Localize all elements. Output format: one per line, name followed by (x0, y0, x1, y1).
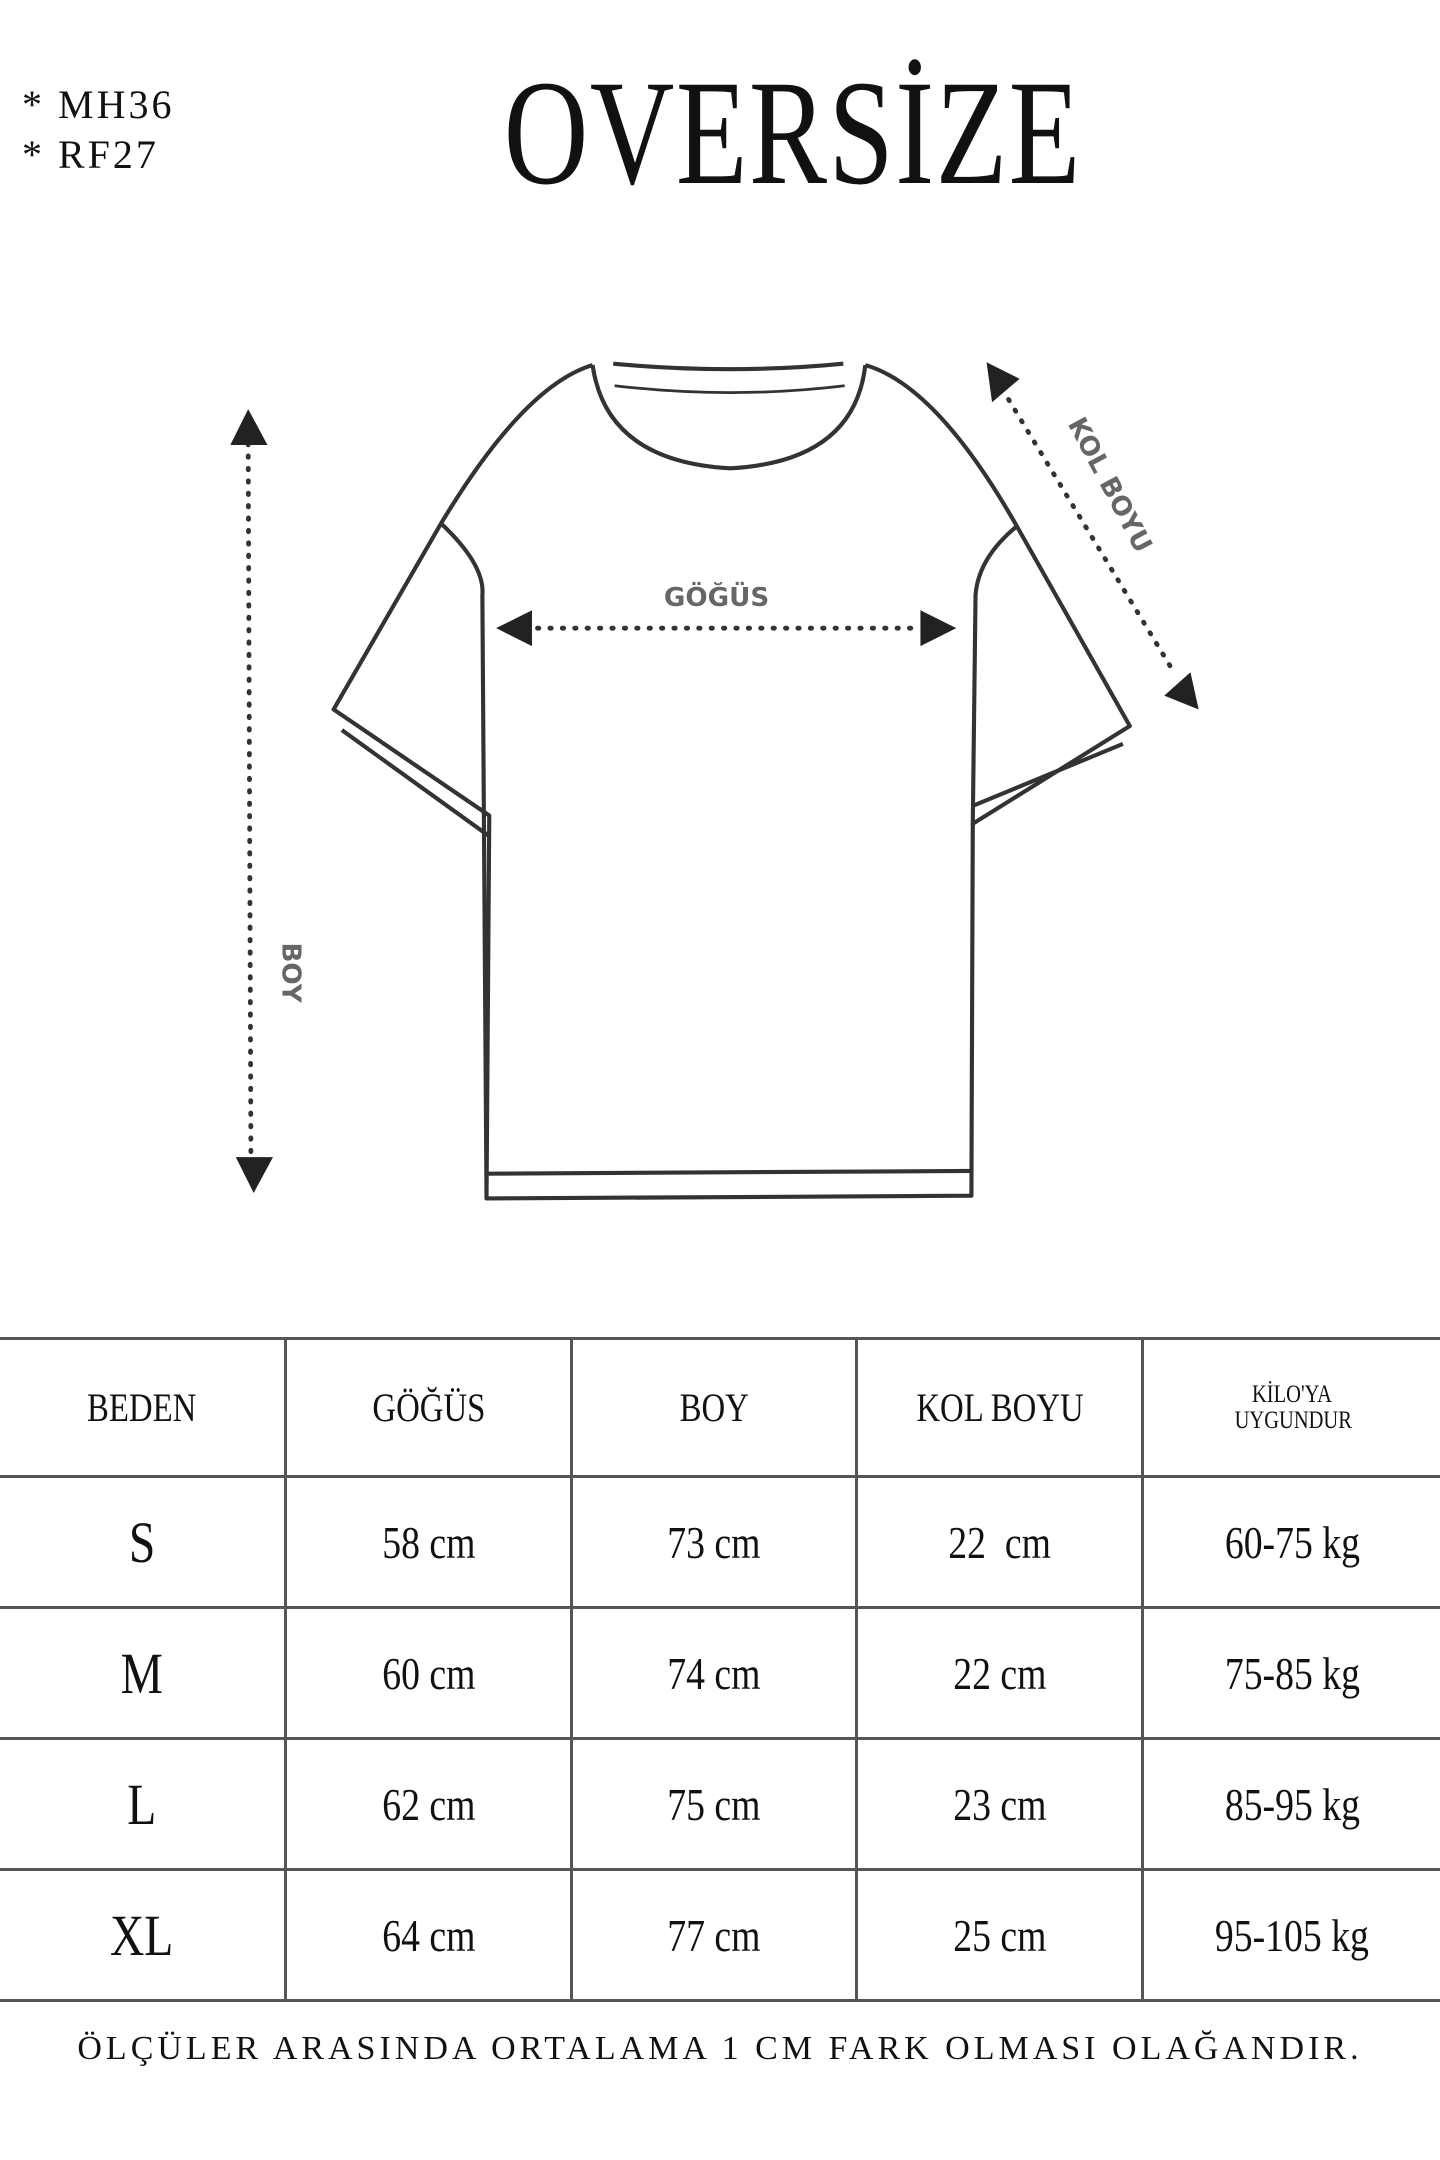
header-sleeve: KOL BOYU (855, 1337, 1143, 1478)
header-size: BEDEN (0, 1337, 286, 1478)
table-row: S 58 cm 73 cm 22 cm 60-75 kg (0, 1476, 1440, 1609)
table-header-row: BEDEN GÖĞÜS BOY KOL BOYU KİLO'YA UYGUNDU… (0, 1337, 1440, 1478)
arrowhead-left-icon (496, 610, 532, 647)
chest-label: GÖĞÜS (664, 580, 769, 613)
code-1: * MH36 (22, 82, 175, 127)
arrowhead-diag-down-icon (1164, 672, 1199, 710)
tshirt-outline (331, 361, 1132, 1201)
arrowhead-right-icon (920, 610, 957, 647)
arrowhead-down-icon (235, 1157, 273, 1193)
header-chest: GÖĞÜS (284, 1337, 572, 1478)
sleeve-label: KOL BOYU (1061, 413, 1157, 558)
header-weight: KİLO'YA UYGUNDUR (1141, 1337, 1440, 1478)
size-table: BEDEN GÖĞÜS BOY KOL BOYU KİLO'YA UYGUNDU… (0, 1337, 1440, 2002)
arrowhead-diag-up-icon (986, 362, 1020, 403)
table-row: M 60 cm 74 cm 22 cm 75-85 kg (0, 1607, 1440, 1740)
table-row: XL 64 cm 77 cm 25 cm 95-105 kg (0, 1869, 1440, 2002)
footer-note: ÖLÇÜLER ARASINDA ORTALAMA 1 CM FARK OLMA… (77, 2030, 1363, 2067)
header-length: BOY (569, 1337, 857, 1478)
arrowhead-up-icon (230, 409, 268, 445)
length-label: BOY (276, 942, 306, 1003)
length-arrow (245, 397, 1177, 1163)
product-codes: * MH36 * RF27 (22, 80, 174, 180)
table-row: L 62 cm 75 cm 23 cm 85-95 kg (0, 1738, 1440, 1871)
code-2: * RF27 (22, 132, 159, 177)
